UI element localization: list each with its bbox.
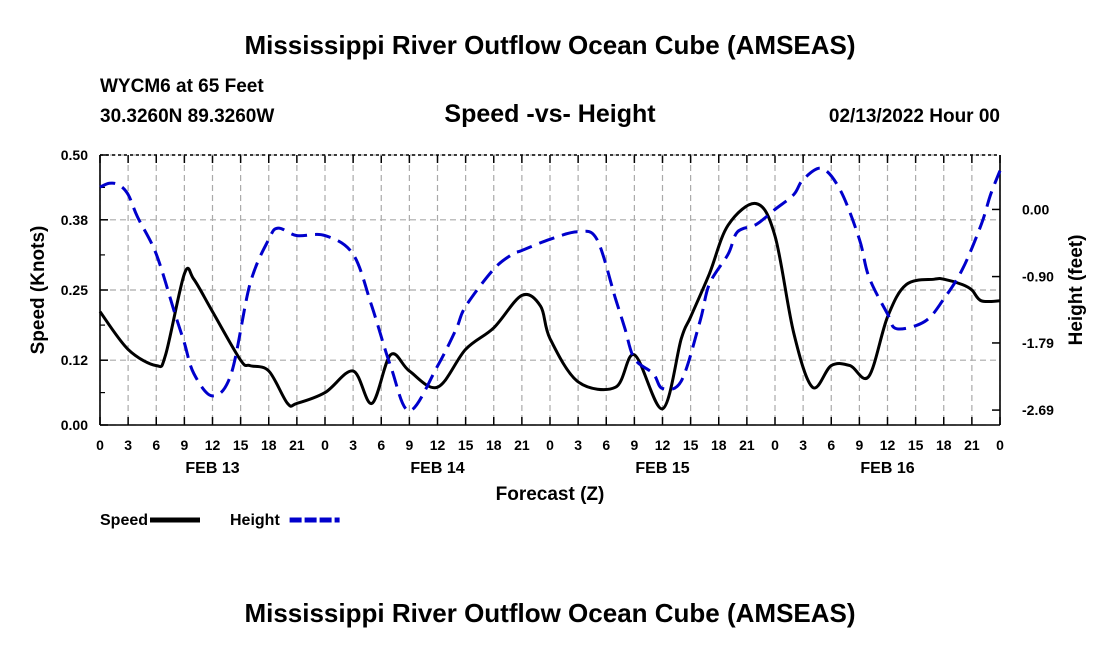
x-tick-label: 0: [771, 437, 779, 453]
y-right-tick-label: -2.69: [1022, 402, 1054, 418]
y-left-tick-label: 0.25: [61, 282, 88, 298]
y-left-tick-label: 0.00: [61, 417, 88, 433]
legend-label-speed: Speed: [100, 512, 148, 529]
forecast-datetime: 02/13/2022 Hour 00: [828, 106, 1000, 127]
y-left-tick-label: 0.50: [61, 147, 88, 163]
x-tick-label: 0: [321, 437, 329, 453]
series-line-height: [99, 166, 1002, 413]
coordinates-label: 30.3260N 89.3260W: [100, 106, 275, 127]
day-label: FEB 15: [635, 460, 689, 477]
x-tick-label: 15: [233, 437, 249, 453]
x-tick-label: 18: [711, 437, 727, 453]
x-tick-label: 6: [827, 437, 835, 453]
x-tick-label: 12: [430, 437, 446, 453]
x-tick-label: 6: [602, 437, 610, 453]
x-tick-label: 3: [124, 437, 132, 453]
day-label: FEB 14: [410, 460, 464, 477]
x-tick-label: 12: [205, 437, 221, 453]
x-tick-label: 21: [964, 437, 980, 453]
x-tick-label: 0: [96, 437, 104, 453]
y-right-tick-label: 0.00: [1022, 201, 1049, 217]
x-tick-label: 21: [739, 437, 755, 453]
x-tick-label: 21: [289, 437, 305, 453]
x-tick-label: 0: [546, 437, 554, 453]
speed-height-chart: 0.00 0.12 0.25 0.38 0.50 0.00 -0.90 -1.79 -2.69 0…: [28, 147, 1087, 529]
x-tick-label: 9: [180, 437, 188, 453]
x-axis-title: Forecast (Z): [496, 484, 605, 505]
station-label: WYCM6 at 65 Feet: [100, 76, 264, 97]
x-tick-label: 15: [458, 437, 474, 453]
x-tick-label: 9: [630, 437, 638, 453]
x-tick-label: 6: [152, 437, 160, 453]
day-label: FEB 16: [860, 460, 914, 477]
day-label: FEB 13: [185, 460, 239, 477]
x-tick-label: 18: [936, 437, 952, 453]
x-tick-label: 12: [880, 437, 896, 453]
x-tick-label: 3: [574, 437, 582, 453]
y-left-tick-label: 0.38: [61, 212, 88, 228]
x-tick-label: 18: [486, 437, 502, 453]
y-left-tick-label: 0.12: [61, 352, 88, 368]
page-title: Mississippi River Outflow Ocean Cube (AM…: [244, 30, 856, 60]
x-tick-label: 15: [908, 437, 924, 453]
y-right-tick-label: -0.90: [1022, 269, 1054, 285]
footer-title: Mississippi River Outflow Ocean Cube (AM…: [244, 598, 856, 628]
series-line-speed: [98, 202, 1001, 411]
x-tick-label: 9: [405, 437, 413, 453]
x-tick-label: 3: [349, 437, 357, 453]
x-tick-label: 18: [261, 437, 277, 453]
y-right-axis-title: Height (feet): [1066, 235, 1087, 346]
chart-title: Speed -vs- Height: [444, 100, 656, 128]
x-tick-label: 6: [377, 437, 385, 453]
y-right-tick-label: -1.79: [1022, 335, 1054, 351]
x-tick-label: 9: [855, 437, 863, 453]
x-tick-label: 3: [799, 437, 807, 453]
x-tick-label: 15: [683, 437, 699, 453]
x-tick-label: 0: [996, 437, 1004, 453]
x-tick-label: 12: [655, 437, 671, 453]
y-left-axis-title: Speed (Knots): [28, 226, 49, 355]
x-tick-label: 21: [514, 437, 530, 453]
legend-label-height: Height: [230, 512, 280, 529]
